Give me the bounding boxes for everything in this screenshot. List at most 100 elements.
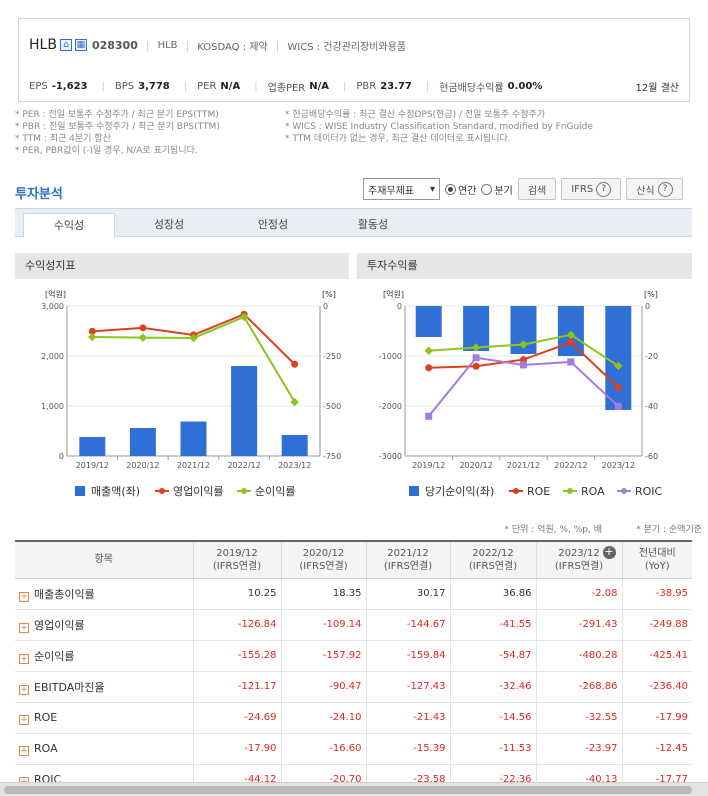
stat-label: EPS xyxy=(29,80,48,92)
note-text: * PBR : 전일 보통주 수정주가 / 최근 분기 BPS(TTM) xyxy=(15,122,220,132)
tab-activity[interactable]: 활동성 xyxy=(357,218,389,231)
y-axis-label-left: [억원] xyxy=(383,289,404,299)
table-cell: -157.92 xyxy=(280,640,366,672)
legend-marker xyxy=(567,488,573,494)
column-header-bottom: (IFRS연결) xyxy=(212,560,262,572)
table-cell: -268.86 xyxy=(535,671,622,703)
data-point xyxy=(472,354,480,362)
radio-annual[interactable]: 연간 xyxy=(445,182,476,197)
row-label-cell[interactable]: + EBITDA마진율 xyxy=(15,671,193,703)
section-title: 투자분석 xyxy=(15,187,63,202)
column-header: 2020/12 (IFRS연결) xyxy=(280,540,366,579)
table-cell: -16.60 xyxy=(280,733,366,765)
legend-swatch xyxy=(409,486,419,496)
formula-button[interactable]: 산식 ? xyxy=(626,178,683,200)
expand-row-icon[interactable]: + xyxy=(19,591,29,602)
stat-value: N/A xyxy=(309,80,330,92)
radio-quarter[interactable]: 분기 xyxy=(481,182,513,197)
note-row: * PER : 전일 보통주 수정주가 / 최근 분기 EPS(TTM) * 현금… xyxy=(15,109,705,121)
title-line: HLB ⌂ ▦ 028300 | HLB | KOSDAQ : 제약 | WIC… xyxy=(29,36,406,54)
radio-annual-dot[interactable] xyxy=(445,183,456,195)
x-tick-label: 2019/12 xyxy=(412,461,445,470)
building-icon[interactable]: ▦ xyxy=(74,39,87,51)
home-icon[interactable]: ⌂ xyxy=(59,39,72,51)
table-cell: -32.46 xyxy=(449,671,536,703)
tab-profitability[interactable]: 수익성 xyxy=(23,213,115,238)
stat-label: 업종PER xyxy=(267,82,306,94)
y-tick-left: -3000 xyxy=(379,452,402,461)
stat-label: BPS xyxy=(114,80,135,92)
note-text: * PER : 전일 보통주 수정주가 / 최근 분기 EPS(TTM) xyxy=(15,110,219,120)
statement-select[interactable]: 주재무제표 ▾ xyxy=(363,178,440,200)
legend-marker xyxy=(241,488,247,494)
row-label-cell[interactable]: + 영업이익률 xyxy=(15,609,193,641)
table-row: + EBITDA마진율 -121.17 -90.47 -127.43 -32.46 -268… xyxy=(15,671,692,703)
data-point xyxy=(614,383,622,391)
legend-marker xyxy=(621,488,627,494)
data-point xyxy=(88,332,97,342)
divider: | xyxy=(275,38,280,52)
divider: | xyxy=(343,80,347,92)
expand-row-icon[interactable]: + xyxy=(19,622,29,633)
x-tick-label: 2023/12 xyxy=(278,461,311,470)
stat-value: -1,623 xyxy=(51,80,88,92)
table-cell: -17.99 xyxy=(621,702,692,734)
stat-label: PER xyxy=(197,80,217,92)
table-cell: -126.84 xyxy=(192,609,281,641)
chevron-down-icon: ▾ xyxy=(429,183,435,195)
radio-quarter-label: 분기 xyxy=(494,185,513,197)
table-cell: -236.40 xyxy=(621,671,692,703)
table-row: + ROA -17.90 -16.60 -15.39 -11.53 -23.97 -12.45 xyxy=(15,733,692,765)
table-cell: -21.43 xyxy=(365,702,450,734)
company-name: HLB xyxy=(29,37,57,53)
y-tick-right: -750 xyxy=(323,452,341,461)
y-tick-left: -2000 xyxy=(379,402,402,411)
return-panel-title: 투자수익률 xyxy=(357,253,692,279)
column-header-bottom: (IFRS연결) xyxy=(554,560,604,572)
table-cell: -144.67 xyxy=(365,609,450,641)
horizontal-scrollbar[interactable] xyxy=(0,782,708,796)
ifrs-button[interactable]: IFRS ? xyxy=(561,178,622,200)
definition-notes: * PER : 전일 보통주 수정주가 / 최근 분기 EPS(TTM) * 현금… xyxy=(15,109,705,157)
stats-line: EPS -1,623 | BPS 3,778 | PER N/A | 업종PER N/A | PBR 23… xyxy=(29,78,679,94)
return-chart: [억원] [%] 0 -1000 -2000 -3000 0 -20 -40 -60 2019/12… xyxy=(379,289,663,498)
question-icon: ? xyxy=(657,181,673,197)
data-point xyxy=(520,361,527,369)
expand-column-icon[interactable]: + xyxy=(602,544,616,559)
radio-quarter-dot[interactable] xyxy=(481,183,493,195)
row-label-cell[interactable]: + 순이익률 xyxy=(15,640,193,672)
row-label-cell[interactable]: + ROE xyxy=(15,702,193,734)
table-cell: -480.28 xyxy=(535,640,622,672)
data-point xyxy=(239,312,249,322)
table-row: + 매출총이익률 10.25 18.35 30.17 36.86 -2.08 -38.95 xyxy=(15,578,692,610)
row-label: ROE xyxy=(34,710,58,724)
table-row: + ROE -24.69 -24.10 -21.43 -14.56 -32.55 -17.99 xyxy=(15,702,692,734)
profitability-panel-title: 수익성지표 xyxy=(15,253,349,279)
bar xyxy=(415,306,442,337)
column-header: 전년대비 (YoY) xyxy=(621,540,692,579)
bar xyxy=(281,435,308,456)
question-icon: ? xyxy=(596,181,612,197)
column-header-top: 2021/12 xyxy=(387,547,429,559)
expand-row-icon[interactable]: + xyxy=(19,684,29,695)
y-tick-left: 1,000 xyxy=(41,402,64,411)
ratio-table: 항목 2019/12 (IFRS연결) 2020/12 (IFRS연결) 2021/12(… xyxy=(15,540,692,796)
tab-stability[interactable]: 안정성 xyxy=(257,218,289,231)
statement-select-value: 주재무제표 xyxy=(368,185,414,197)
bar xyxy=(129,428,156,456)
column-header: 2021/12 (IFRS연결) xyxy=(365,540,450,579)
y-axis-label-left: [억원] xyxy=(45,289,66,299)
expand-row-icon[interactable]: + xyxy=(19,653,29,664)
expand-row-icon[interactable]: + xyxy=(19,745,29,756)
search-button[interactable]: 검색 xyxy=(517,178,557,200)
x-tick-label: 2022/12 xyxy=(554,461,587,470)
row-label-cell[interactable]: + 매출총이익률 xyxy=(15,578,193,610)
scroll-thumb[interactable] xyxy=(4,786,692,794)
note-text: * TTM : 최근 4분기 합산 xyxy=(15,134,111,144)
data-point xyxy=(614,402,622,410)
x-tick-label: 2023/12 xyxy=(602,461,635,470)
tab-growth[interactable]: 성장성 xyxy=(153,218,185,231)
x-tick-label: 2022/12 xyxy=(227,461,260,470)
expand-row-icon[interactable]: + xyxy=(19,714,29,725)
row-label-cell[interactable]: + ROA xyxy=(15,733,193,765)
